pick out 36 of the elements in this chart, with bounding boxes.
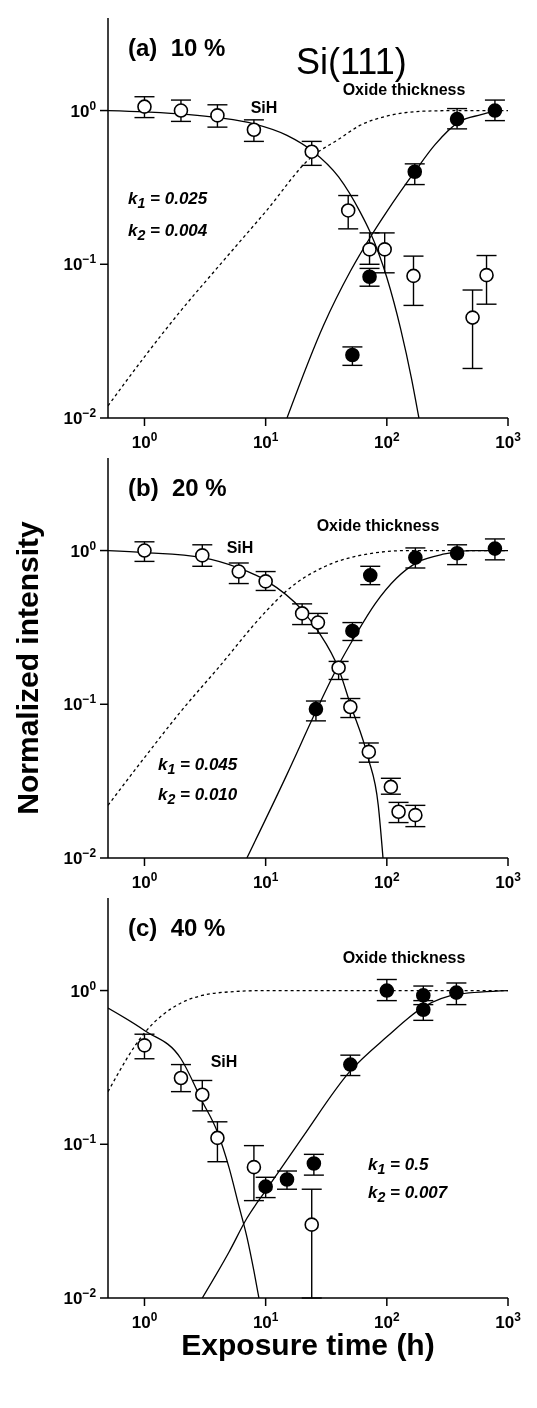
annotation: k$_{2}$ = 0.004	[128, 220, 208, 244]
y-tick-label: 10$^{−1}$	[63, 1132, 97, 1155]
x-tick-label: 10$^{3}$	[495, 870, 522, 892]
x-tick-label: 10$^{2}$	[374, 870, 400, 892]
annotation: k$_{1}$ = 0.5	[368, 1154, 429, 1178]
y-tick-label: 10$^{−2}$	[63, 406, 97, 428]
y-tick-label: 10$^{0}$	[70, 978, 97, 1001]
x-tick-label: 10$^{1}$	[252, 430, 279, 452]
series-label: SiH	[226, 539, 254, 557]
y-tick-label: 10$^{−2}$	[63, 846, 97, 868]
series-label: SiH	[210, 1053, 238, 1071]
text: (a) 10 %	[128, 34, 226, 62]
series-label: Oxide thickness	[342, 949, 466, 967]
annotation: k$_{2}$ = 0.010	[158, 784, 238, 808]
text: (b) 20 %	[128, 474, 227, 502]
annotation: k$_{2}$ = 0.007	[368, 1182, 448, 1206]
series-label: SiH	[250, 99, 278, 117]
y-tick-label: 10$^{−2}$	[63, 1286, 97, 1308]
text: (c) 40 %	[128, 914, 226, 942]
x-tick-label: 10$^{0}$	[131, 870, 158, 892]
y-tick-label: 10$^{0}$	[70, 98, 97, 121]
x-tick-label: 10$^{1}$	[252, 870, 279, 892]
y-tick-label: 10$^{−1}$	[63, 692, 97, 715]
x-tick-label: 10$^{0}$	[131, 1310, 158, 1332]
y-axis-title: Normalized intensity	[11, 521, 45, 815]
annotation: k$_{1}$ = 0.025	[128, 188, 208, 212]
x-tick-label: 10$^{3}$	[495, 430, 522, 452]
y-tick-label: 10$^{0}$	[70, 538, 97, 561]
annotation: Si(111)	[296, 41, 407, 83]
x-tick-label: 10$^{2}$	[374, 430, 400, 452]
y-tick-label: 10$^{−1}$	[63, 252, 97, 275]
x-tick-label: 10$^{0}$	[131, 430, 158, 452]
series-label: Oxide thickness	[342, 81, 466, 99]
series-label: Oxide thickness	[316, 517, 440, 535]
annotation: k$_{1}$ = 0.045	[158, 754, 238, 778]
x-tick-label: 10$^{3}$	[495, 1310, 522, 1332]
